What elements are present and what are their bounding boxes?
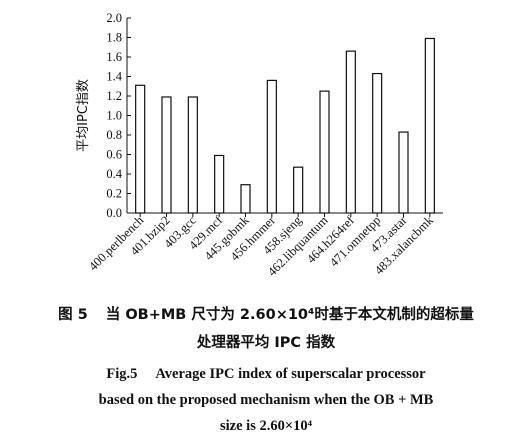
caption-en-text-1: Average IPC index of superscalar process… <box>155 366 426 382</box>
y-axis-ticks: 0.0 0.2 0.4 0.6 0.8 1.0 1.2 1.4 1.6 1.8 2.0 <box>106 11 131 220</box>
y-tick-label: 1.2 <box>106 89 122 103</box>
caption-en-line-1: Fig.5 Average IPC index of superscalar pr… <box>0 366 532 383</box>
chart-axes <box>126 18 443 214</box>
y-tick-label: 1.4 <box>106 70 122 84</box>
caption-cn-figure-number: 图 5 <box>58 307 88 323</box>
bar-456.hmmer <box>266 79 277 214</box>
bar-462.libquantum <box>319 90 330 214</box>
bar-445.gobmk <box>240 184 251 214</box>
y-tick-label: 2.0 <box>106 11 122 25</box>
ipc-bar-chart: 0.0 0.2 0.4 0.6 0.8 1.0 1.2 1.4 1.6 1.8 2.0 400.pe… <box>76 11 443 279</box>
caption-en-line-2: based on the proposed mechanism when the… <box>98 392 434 408</box>
caption-cn-line-1: 图 5 当 OB+MB 尺寸为 2.60×10⁴时基于本文机制的超标量 <box>0 303 532 324</box>
y-tick-label: 0.2 <box>106 187 122 201</box>
bar-400.perlbench <box>135 84 146 214</box>
bar-429.mcf <box>214 154 225 214</box>
y-tick-label: 1.6 <box>106 50 122 64</box>
y-axis-label: 平均IPC指数 <box>76 79 91 152</box>
caption-en-figure-number: Fig.5 <box>106 366 138 382</box>
y-tick-label: 0.6 <box>106 148 122 162</box>
bar-483.xalancbmk <box>424 37 435 214</box>
x-axis-labels: 400.perlbench401.bzip2403.gcc429.mcf445.… <box>86 213 436 279</box>
bar-471.omnetpp <box>372 72 383 214</box>
y-tick-label: 0.0 <box>106 206 122 220</box>
bar-series <box>135 37 435 214</box>
bar-464.h264ref <box>345 50 356 214</box>
caption-cn-line-2: 处理器平均 IPC 指数 <box>196 335 336 351</box>
y-tick-label: 1.8 <box>106 31 122 45</box>
y-tick-label: 0.8 <box>106 128 122 142</box>
caption-cn-text-1: 当 OB+MB 尺寸为 2.60×10⁴时基于本文机制的超标量 <box>105 307 474 323</box>
bar-458.sjeng <box>293 166 304 214</box>
bar-473.astar <box>398 131 409 214</box>
y-tick-label: 0.4 <box>106 167 122 181</box>
bar-403.gcc <box>187 96 198 214</box>
y-tick-label: 1.0 <box>106 109 122 123</box>
caption-en-line-3: size is 2.60×10⁴ <box>220 418 312 434</box>
bar-401.bzip2 <box>161 96 172 214</box>
